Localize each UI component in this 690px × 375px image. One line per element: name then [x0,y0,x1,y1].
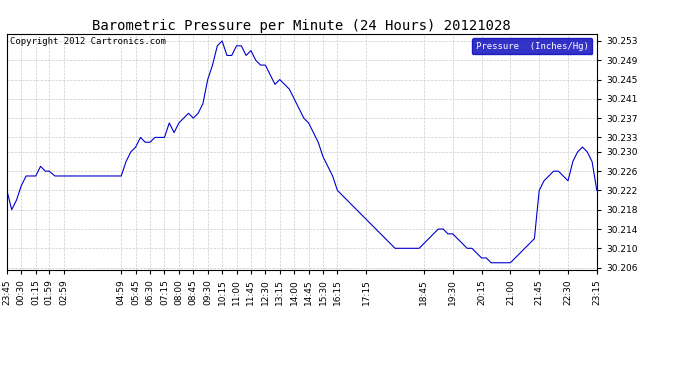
Text: Copyright 2012 Cartronics.com: Copyright 2012 Cartronics.com [10,38,166,46]
Legend: Pressure  (Inches/Hg): Pressure (Inches/Hg) [472,38,592,54]
Title: Barometric Pressure per Minute (24 Hours) 20121028: Barometric Pressure per Minute (24 Hours… [92,19,511,33]
